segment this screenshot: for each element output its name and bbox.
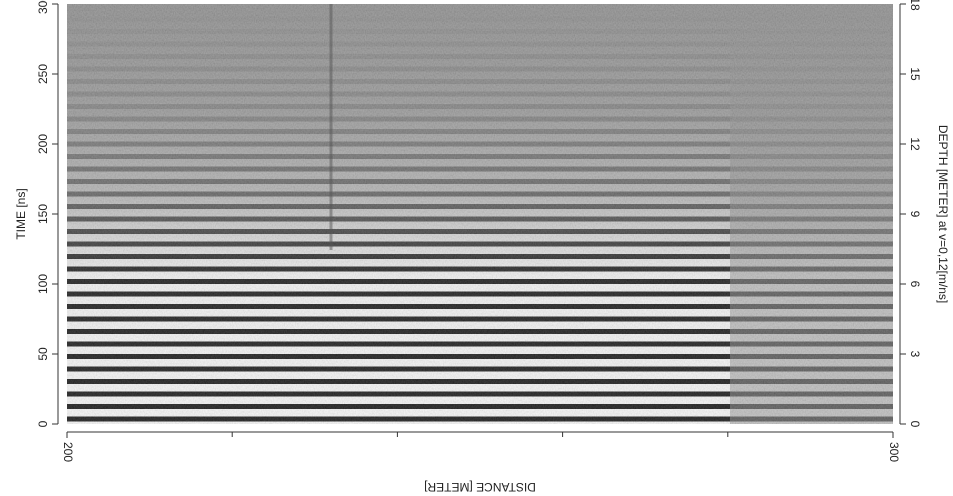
x-tick-label: 200 [61,442,75,462]
y-tick-label: 100 [36,274,50,294]
y2-tick-label: 15 [908,67,922,81]
y2-tick-label: 6 [908,281,922,288]
radargram-image [67,4,893,424]
y2-tick-label: 0 [908,421,922,428]
x-axis-label: DISTANCE [METER] [424,480,536,494]
y-tick-label: 200 [36,134,50,154]
y2-tick-label: 9 [908,211,922,218]
y2-tick-label: 3 [908,351,922,358]
y2-tick-label: 18 [908,0,922,11]
y-axis-label: TIME [ns] [14,188,28,239]
x-tick-label: 300 [887,442,901,462]
y-tick-label: 300 [36,0,50,14]
noise [67,4,893,424]
y-tick-label: 150 [36,204,50,224]
y-tick-label: 250 [36,64,50,84]
y-tick-label: 0 [36,420,50,427]
y2-axis-label: DEPTH [METER] at v=0,12[m/ns] [936,125,950,303]
y2-tick-label: 12 [908,137,922,151]
y-tick-label: 50 [36,347,50,361]
